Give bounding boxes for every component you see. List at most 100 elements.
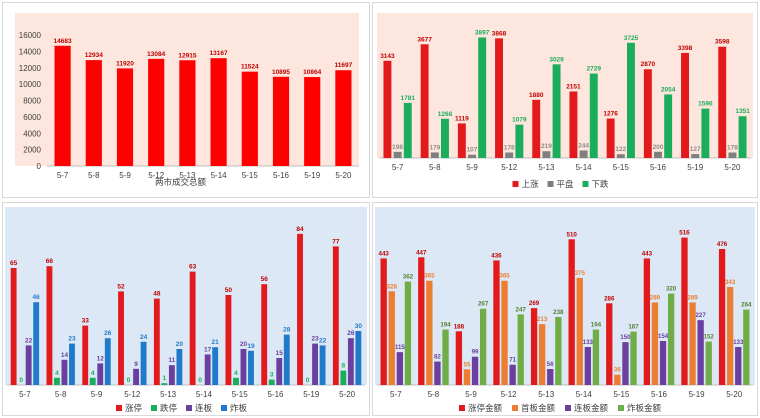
bar <box>312 343 318 385</box>
legend-swatch <box>186 405 192 411</box>
market-turnover-chart: 0 2000 4000 6000 8000 10000 12000 14000 16000 146… <box>15 13 359 187</box>
x-tick-label: 5-19 <box>687 163 704 172</box>
bar <box>589 73 598 158</box>
legend-label: 涨停金额 <box>468 403 503 413</box>
bar <box>592 329 600 385</box>
x-tick-label: 5-7 <box>19 390 31 399</box>
data-label: 154 <box>658 333 669 340</box>
bar <box>701 108 710 158</box>
x-tick-label: 5-15 <box>242 171 259 180</box>
bar <box>455 331 463 385</box>
bar <box>493 260 500 385</box>
data-label: 3 <box>270 372 274 379</box>
x-tick-label: 5-16 <box>651 390 668 399</box>
bar <box>97 363 104 385</box>
x-tick-label: 5-13 <box>179 171 196 180</box>
data-label: 375 <box>575 270 586 277</box>
bar <box>396 352 403 385</box>
data-label: 2729 <box>587 66 602 73</box>
data-label: 178 <box>504 144 515 151</box>
data-label: 443 <box>379 250 390 257</box>
bar <box>606 303 613 385</box>
legend-label: 上涨 <box>522 179 540 189</box>
x-tick-label: 5-13 <box>538 390 555 399</box>
data-label: 33 <box>82 318 90 325</box>
data-label: 194 <box>591 322 602 329</box>
bar <box>82 325 89 385</box>
x-tick-label: 5-12 <box>501 390 518 399</box>
legend-label: 连板 <box>195 403 213 413</box>
bar <box>622 342 629 385</box>
y-tick-label: 16000 <box>19 31 42 40</box>
data-label: 20 <box>240 341 248 348</box>
legend-swatch <box>565 405 571 411</box>
bar <box>276 358 283 385</box>
data-label: 24 <box>140 334 148 341</box>
y-tick-label: 10000 <box>19 80 42 89</box>
x-tick-label: 5-9 <box>465 390 477 399</box>
data-label: 3897 <box>475 29 490 36</box>
bar <box>532 99 541 158</box>
data-label: 66 <box>46 258 54 265</box>
bar <box>584 347 591 385</box>
data-label: 9 <box>134 361 138 368</box>
legend-swatch <box>547 181 554 187</box>
data-label: 26 <box>347 330 355 337</box>
bar <box>297 233 303 385</box>
y-tick-label: 12000 <box>19 64 42 73</box>
x-tick-label: 5-12 <box>148 171 165 180</box>
bar <box>418 257 425 385</box>
data-label: 2054 <box>661 86 676 93</box>
data-label: 267 <box>478 301 489 308</box>
bar <box>168 365 175 385</box>
bar <box>225 295 232 385</box>
data-label: 3677 <box>417 36 432 43</box>
data-label: 320 <box>666 286 677 293</box>
bar <box>517 314 524 385</box>
y-tick-label: 0 <box>37 162 42 171</box>
bar <box>189 271 196 385</box>
bar <box>46 266 53 385</box>
bar <box>616 154 625 158</box>
data-label: 1880 <box>529 92 544 99</box>
data-label: 1351 <box>735 108 750 115</box>
bar <box>735 347 742 385</box>
bar <box>233 377 239 385</box>
data-label: 14 <box>61 352 69 359</box>
bar <box>10 268 17 385</box>
legend-swatch <box>618 405 624 411</box>
y-tick-label: 4000 <box>23 129 41 138</box>
bar <box>468 154 476 158</box>
data-label: 179 <box>429 144 440 151</box>
data-label: 23 <box>68 336 76 343</box>
y-tick-label: 8000 <box>23 97 41 106</box>
bar <box>403 102 412 158</box>
data-label: 4 <box>91 370 95 377</box>
data-label: 219 <box>541 143 552 150</box>
bar <box>54 377 60 385</box>
bar <box>380 258 387 385</box>
bar <box>104 338 111 385</box>
data-label: 115 <box>395 344 406 351</box>
data-label: 28 <box>283 327 291 334</box>
bar <box>430 152 439 158</box>
x-tick-label: 5-8 <box>428 390 440 399</box>
data-label: 213 <box>537 316 548 323</box>
data-label: 15 <box>276 350 284 357</box>
data-label: 46 <box>33 294 41 301</box>
data-label: 194 <box>440 322 451 329</box>
data-label: 8 <box>342 363 346 370</box>
data-label: 2151 <box>566 83 581 90</box>
data-label: 1079 <box>512 117 527 124</box>
data-label: 510 <box>567 231 578 238</box>
x-tick-label: 5-12 <box>501 163 518 172</box>
data-label: 362 <box>403 274 414 281</box>
y-tick-label: 14000 <box>19 47 42 56</box>
data-label: 56 <box>261 276 269 283</box>
bar <box>576 277 583 385</box>
data-label: 36 <box>614 367 621 374</box>
market-turnover-panel: 0 2000 4000 6000 8000 10000 12000 14000 16000 146… <box>2 2 370 198</box>
legend-swatch <box>116 405 122 411</box>
x-tick-label: 5-15 <box>232 390 249 399</box>
data-label: 269 <box>529 300 540 307</box>
